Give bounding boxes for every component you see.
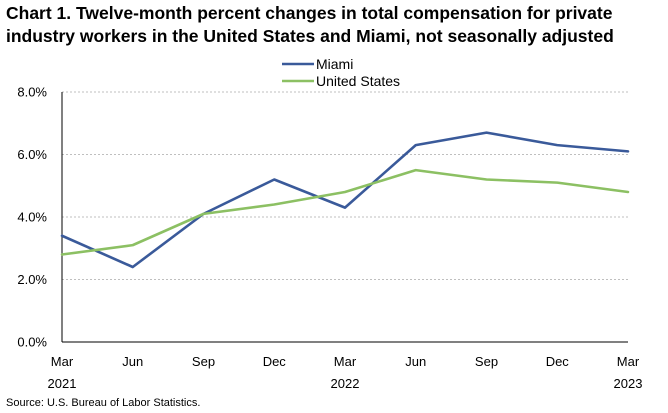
y-tick-label: 2.0% (17, 272, 47, 287)
data-point (485, 178, 489, 182)
y-tick-label: 8.0% (17, 85, 47, 100)
series-line-miami (60, 131, 630, 269)
legend-label: Miami (316, 56, 353, 72)
data-point (131, 265, 135, 269)
data-point (131, 243, 135, 247)
series-line-united-states (60, 168, 630, 256)
data-point (626, 190, 630, 194)
x-tick-label: Sep (192, 354, 215, 369)
x-tick-label: Mar (334, 354, 357, 369)
x-tick-year-label: 2022 (331, 376, 360, 391)
gridlines (62, 91, 628, 280)
data-point (555, 181, 559, 185)
x-tick-label: Jun (122, 354, 143, 369)
axes (61, 92, 628, 343)
data-point (272, 178, 276, 182)
data-point (626, 149, 630, 153)
data-point (414, 143, 418, 147)
data-point (60, 234, 64, 238)
data-point (343, 190, 347, 194)
data-point (272, 203, 276, 207)
data-point (202, 212, 206, 216)
x-tick-label: Sep (475, 354, 498, 369)
x-tick-year-label: 2023 (614, 376, 643, 391)
y-tick-label: 0.0% (17, 335, 47, 350)
x-tick-label: Mar (51, 354, 74, 369)
source-note: Source: U.S. Bureau of Labor Statistics. (6, 397, 201, 409)
data-point (414, 168, 418, 172)
legend-label: United States (316, 73, 400, 89)
data-point (555, 143, 559, 147)
chart-title: Chart 1. Twelve-month percent changes in… (6, 3, 614, 46)
x-tick-label: Dec (263, 354, 287, 369)
y-axis-tick-labels: 0.0% 2.0% 4.0% 6.0% 8.0% (17, 85, 47, 350)
x-tick-label: Jun (405, 354, 426, 369)
x-tick-label: Dec (546, 354, 570, 369)
x-tick-year-label: 2021 (48, 376, 77, 391)
data-point (60, 253, 64, 257)
data-point (343, 206, 347, 210)
y-tick-label: 4.0% (17, 210, 47, 225)
y-tick-label: 6.0% (17, 147, 47, 162)
data-point (485, 131, 489, 135)
series-lines (60, 131, 630, 269)
x-tick-label: Mar (617, 354, 640, 369)
x-axis-tick-labels: Mar 2021 Jun Sep Dec Mar 2022 Jun Sep Dec Mar 2023 (48, 354, 643, 391)
